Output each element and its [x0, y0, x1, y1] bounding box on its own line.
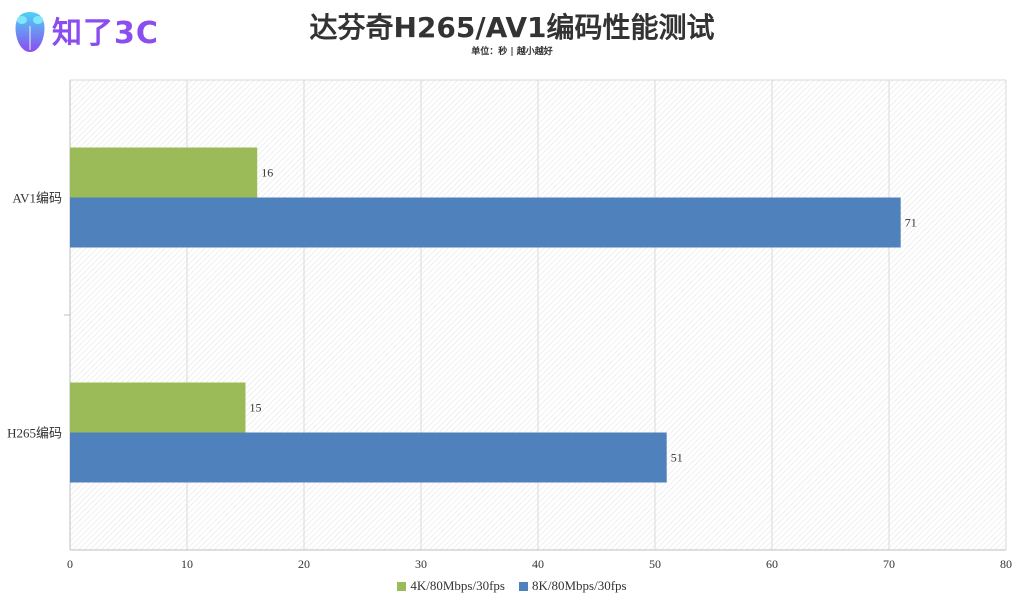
- legend-item: 4K/80Mbps/30fps: [397, 578, 505, 594]
- x-tick-label: 80: [1000, 557, 1012, 571]
- x-tick-label: 30: [415, 557, 427, 571]
- legend-label: 8K/80Mbps/30fps: [532, 578, 627, 593]
- x-tick-label: 10: [181, 557, 193, 571]
- x-tick-label: 70: [883, 557, 895, 571]
- data-label: 16: [261, 166, 273, 180]
- bar: [70, 147, 258, 198]
- x-tick-label: 60: [766, 557, 778, 571]
- legend-swatch: [397, 581, 407, 591]
- data-label: 51: [671, 451, 683, 465]
- chart-title: 达芬奇H265/AV1编码性能测试: [309, 11, 715, 44]
- category-label: H265编码: [7, 426, 62, 441]
- bar: [70, 382, 246, 433]
- x-tick-label: 50: [649, 557, 661, 571]
- logo-text: 知了3C: [52, 16, 159, 51]
- legend-label: 4K/80Mbps/30fps: [410, 578, 505, 593]
- x-tick-label: 20: [298, 557, 310, 571]
- x-tick-label: 0: [67, 557, 73, 571]
- data-label: 71: [905, 216, 917, 230]
- chart-legend: 4K/80Mbps/30fps 8K/80Mbps/30fps: [0, 578, 1024, 594]
- x-tick-label: 40: [532, 557, 544, 571]
- cicada-logo-icon: [15, 12, 45, 52]
- legend-swatch: [519, 581, 528, 591]
- category-label: AV1编码: [12, 191, 62, 206]
- bar: [70, 432, 667, 483]
- legend-item: 8K/80Mbps/30fps: [519, 578, 627, 594]
- data-label: 15: [250, 401, 262, 415]
- bar: [70, 197, 901, 248]
- chart-subtitle: 单位：秒 | 越小越好: [471, 47, 553, 57]
